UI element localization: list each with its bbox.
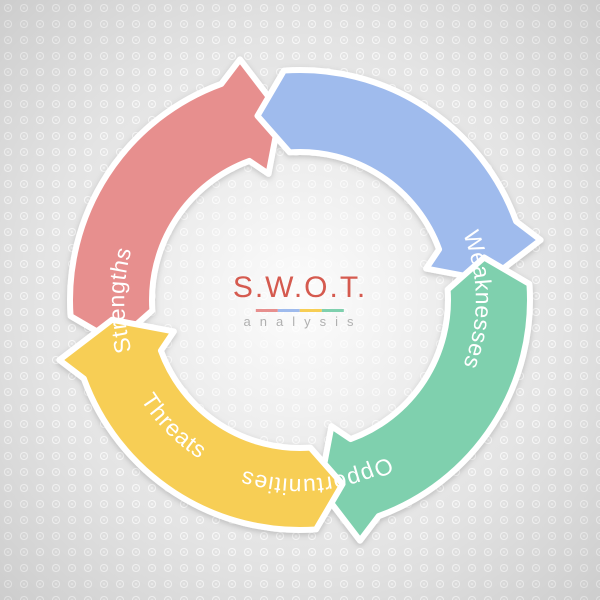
swot-cycle-diagram: StrengthsWeaknessesOpportunitiesThreats …: [0, 0, 600, 600]
segment-strengths: [70, 59, 280, 342]
segment-opportunities: [320, 257, 530, 540]
cycle-ring: StrengthsWeaknessesOpportunitiesThreats: [0, 0, 600, 600]
segment-weaknesses: [257, 70, 540, 280]
